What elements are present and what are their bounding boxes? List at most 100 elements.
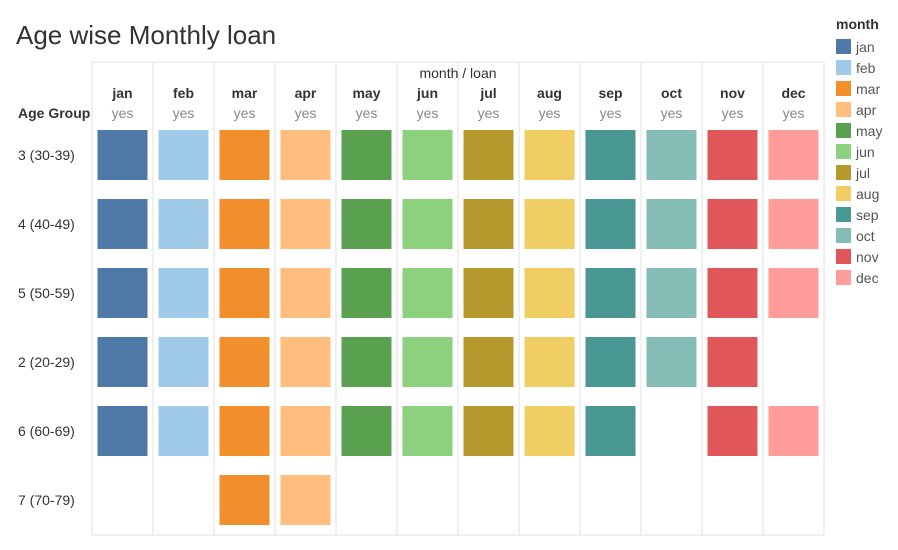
row-label: 7 (70-79) (18, 492, 75, 508)
heatmap-cell-jun (402, 268, 453, 318)
heatmap-cell-may (341, 130, 392, 180)
heatmap-cell-mar (219, 337, 270, 387)
heatmap-cell-oct (646, 199, 697, 249)
legend-item-jun: jun (836, 141, 882, 162)
heatmap-cell-mar (219, 268, 270, 318)
heatmap-cell-aug (524, 130, 575, 180)
column-loan-label: yes (722, 105, 744, 121)
heatmap-cell-sep (585, 268, 636, 318)
column-loan-label: yes (661, 105, 683, 121)
legend-item-aug: aug (836, 183, 882, 204)
row-label: 5 (50-59) (18, 285, 75, 301)
column-month-label: nov (720, 85, 745, 101)
heatmap-cell-feb (158, 337, 209, 387)
heatmap-cell-dec (768, 268, 819, 318)
heatmap-cell-feb (158, 406, 209, 456)
legend-swatch (836, 81, 851, 96)
legend-label: nov (856, 248, 879, 265)
heatmap-cell-sep (585, 406, 636, 456)
row-labels: 3 (30-39) 4 (40-49) 5 (50-59) 2 (20-29) 6 (6… (18, 147, 75, 508)
heatmap-cell-apr (280, 406, 331, 456)
column-loan-label: yes (173, 105, 195, 121)
heatmap-cell-feb (158, 199, 209, 249)
legend-swatch (836, 165, 851, 180)
heatmap-cell-nov (707, 268, 758, 318)
legend-swatch (836, 228, 851, 243)
row-header: Age Group (18, 105, 90, 121)
column-month-label: dec (781, 85, 805, 101)
heatmap-cell-jan (97, 406, 148, 456)
legend-item-dec: dec (836, 267, 882, 288)
heatmap-cell-oct (646, 268, 697, 318)
legend-swatch (836, 144, 851, 159)
legend: month jan feb mar apr may jun jul aug sep oct nov d… (836, 16, 882, 288)
heatmap-cell-sep (585, 199, 636, 249)
heatmap-cell-may (341, 199, 392, 249)
legend-swatch (836, 39, 851, 54)
legend-item-jul: jul (836, 162, 882, 183)
heatmap-cell-feb (158, 268, 209, 318)
legend-label: jun (856, 143, 875, 160)
legend-label: jul (856, 164, 871, 181)
row-label: 3 (30-39) (18, 147, 75, 163)
legend-swatch (836, 123, 851, 138)
column-loan-label: yes (356, 105, 378, 121)
heatmap-cell-aug (524, 337, 575, 387)
column-loan-label: yes (600, 105, 622, 121)
heatmap-cell-dec (768, 406, 819, 456)
legend-swatch (836, 60, 851, 75)
column-loan-label: yes (234, 105, 256, 121)
row-label: 2 (20-29) (18, 354, 75, 370)
row-label: 4 (40-49) (18, 216, 75, 232)
legend-swatch (836, 186, 851, 201)
legend-item-jan: jan (836, 36, 882, 57)
legend-swatch (836, 207, 851, 222)
heatmap-cell-jul (463, 337, 514, 387)
legend-item-mar: mar (836, 78, 882, 99)
row-label: 6 (60-69) (18, 423, 75, 439)
heatmap-cell-sep (585, 337, 636, 387)
heatmap-cells (97, 130, 819, 525)
column-labels: jan yes feb yes mar yes apr yes may yes jun yes jul y… (111, 85, 805, 121)
grid-lines (91, 61, 825, 536)
heatmap-cell-jan (97, 268, 148, 318)
heatmap-cell-jul (463, 268, 514, 318)
column-month-label: jan (111, 85, 132, 101)
heatmap-cell-mar (219, 475, 270, 525)
heatmap-cell-jul (463, 406, 514, 456)
column-month-label: aug (537, 85, 562, 101)
heatmap-cell-jun (402, 130, 453, 180)
legend-label: mar (856, 80, 881, 97)
heatmap-cell-may (341, 406, 392, 456)
heatmap-cell-jan (97, 337, 148, 387)
legend-item-nov: nov (836, 246, 882, 267)
column-header: month / loan (419, 65, 496, 81)
heatmap-cell-dec (768, 199, 819, 249)
legend-item-may: may (836, 120, 882, 141)
chart-title: Age wise Monthly loan (16, 20, 277, 50)
legend-swatch (836, 102, 851, 117)
legend-label: sep (856, 206, 879, 223)
heatmap-cell-mar (219, 130, 270, 180)
legend-items: jan feb mar apr may jun jul aug sep oct nov dec (836, 36, 882, 288)
heatmap-cell-aug (524, 406, 575, 456)
legend-item-sep: sep (836, 204, 882, 225)
heatmap-cell-nov (707, 406, 758, 456)
heatmap-cell-aug (524, 268, 575, 318)
legend-label: dec (856, 269, 879, 286)
legend-title: month (836, 16, 879, 32)
heatmap-cell-jun (402, 406, 453, 456)
heatmap-cell-jul (463, 199, 514, 249)
column-month-label: mar (232, 85, 258, 101)
column-loan-label: yes (783, 105, 805, 121)
heatmap-cell-feb (158, 130, 209, 180)
column-month-label: apr (295, 85, 317, 101)
legend-label: oct (856, 227, 875, 244)
legend-label: aug (856, 185, 880, 202)
heatmap-cell-dec (768, 130, 819, 180)
column-month-label: feb (173, 85, 194, 101)
heatmap-cell-jun (402, 199, 453, 249)
heatmap-cell-apr (280, 337, 331, 387)
heatmap-cell-mar (219, 406, 270, 456)
heatmap-cell-apr (280, 268, 331, 318)
